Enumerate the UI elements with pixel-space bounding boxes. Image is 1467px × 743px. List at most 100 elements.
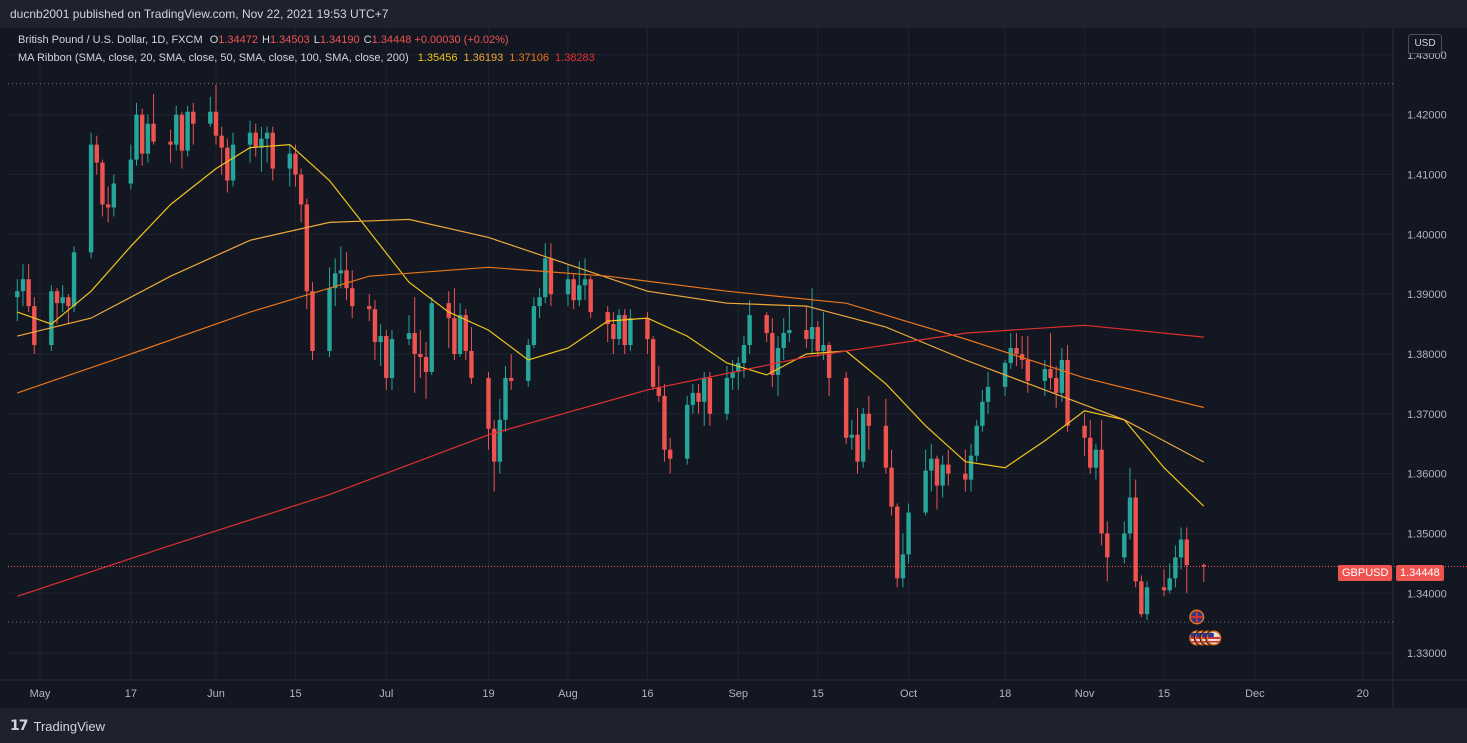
ohlc-label: O (209, 34, 219, 46)
candle-body-up (378, 336, 383, 343)
candle-body-down (384, 336, 389, 378)
candle-body-up (503, 377, 508, 420)
candle-body-up (543, 258, 548, 298)
candle-body-up (497, 419, 503, 462)
candle-body-up (389, 339, 395, 378)
candle-body-down (66, 297, 71, 307)
candle-body-down (372, 309, 378, 343)
candle-body-down (889, 467, 894, 507)
candle-body-up (1059, 359, 1065, 393)
brand-text: TradingView (33, 718, 106, 734)
candle-body-down (452, 318, 457, 354)
candle-body-down (667, 449, 673, 459)
time-axis-label: 17 (125, 688, 137, 700)
candle-body-up (333, 273, 338, 289)
candle-body-up (71, 252, 77, 307)
ma-value: 1.38283 (555, 52, 595, 64)
candle-body-up (736, 362, 741, 372)
candle-body-down (423, 356, 429, 372)
candle-body-up (406, 333, 412, 340)
flag-canton (1202, 633, 1209, 637)
time-axis-label: Nov (1075, 688, 1095, 700)
candle-body-up (531, 306, 537, 346)
price-axis-label: 1.36000 (1407, 469, 1447, 481)
candle-body-up (1093, 449, 1099, 468)
candle-body-up (616, 315, 622, 340)
candle-body-down (1105, 533, 1110, 558)
time-axis-label: 16 (641, 688, 653, 700)
candle-body-up (174, 114, 179, 145)
candle-body-up (15, 291, 20, 298)
candle-body-down (895, 506, 900, 579)
candle-body-down (855, 434, 860, 462)
time-axis-label: 15 (1158, 688, 1170, 700)
candle-body-down (946, 464, 951, 474)
candle-body-down (304, 204, 310, 292)
candle-body-down (1161, 587, 1167, 591)
candle-body-down (843, 377, 849, 438)
candle-body-down (770, 333, 775, 375)
candle-body-up (327, 288, 332, 352)
candle-body-down (253, 132, 258, 148)
candle-body-down (491, 428, 497, 462)
moving-average-line (17, 266, 1204, 409)
flag-canton (1190, 633, 1197, 637)
indicator-name: MA Ribbon (SMA, close, 20, SMA, close, 5… (18, 52, 409, 64)
candle-body-up (264, 132, 270, 139)
candle-body-down (298, 174, 304, 205)
time-axis-label: Jul (379, 688, 393, 700)
price-chart[interactable]: 1.33000 1.34000 1.35000 1.36000 1.37000 1.380… (0, 28, 1467, 708)
currency-button[interactable]: USD (1408, 34, 1442, 54)
candle-body-up (690, 392, 696, 405)
candle-body-up (730, 371, 735, 378)
indicator-legend: MA Ribbon (SMA, close, 20, SMA, close, 5… (18, 52, 595, 64)
candle-body-up (457, 315, 463, 354)
candle-body-up (860, 413, 866, 462)
price-axis-label: 1.37000 (1407, 409, 1447, 421)
candle-body-down (866, 413, 872, 426)
candle-body-down (1025, 359, 1030, 381)
candle-body-up (968, 455, 974, 480)
candle-body-down (26, 279, 31, 307)
price-axis-label: 1.39000 (1407, 289, 1447, 301)
time-axis-label: 20 (1357, 688, 1369, 700)
candle-body-up (537, 297, 542, 307)
candle-body-down (588, 279, 593, 313)
candle-body-up (1178, 539, 1184, 558)
time-axis-label: 19 (482, 688, 494, 700)
candle-body-down (469, 351, 474, 378)
candle-body-down (105, 204, 111, 208)
candle-body-up (185, 111, 190, 151)
candle-body-down (1053, 377, 1059, 393)
moving-average-line (17, 324, 1204, 597)
tradingview-logo[interactable]: 17 TradingView (10, 718, 105, 734)
candle-body-down (508, 377, 514, 381)
candle-body-down (605, 312, 610, 325)
ohlc-value: 1.34503 (269, 34, 310, 46)
candle-body-up (684, 404, 690, 459)
candle-body-down (815, 327, 820, 352)
candle-body-down (367, 306, 372, 310)
candle-body-up (338, 270, 344, 274)
candle-body-down (707, 377, 713, 414)
candle-body-up (724, 377, 730, 414)
candle-body-up (923, 470, 928, 513)
moving-average-line (17, 218, 1205, 463)
candle-body-down (650, 339, 656, 387)
candle-body-up (128, 159, 134, 184)
candle-body-down (1184, 539, 1189, 566)
candle-body-up (111, 183, 117, 208)
candle-body-up (809, 327, 815, 340)
time-axis-label: 15 (812, 688, 824, 700)
candle-body-down (1201, 565, 1206, 567)
candle-body-up (940, 464, 945, 486)
candle-body-up (628, 318, 633, 346)
candle-body-down (696, 392, 701, 402)
candle-body-up (208, 111, 213, 124)
candle-body-up (702, 377, 707, 402)
candle-body-up (900, 554, 906, 579)
flag-stripe (1207, 637, 1220, 639)
candle-body-down (32, 306, 37, 346)
candle-body-down (418, 354, 423, 357)
ma-value: 1.37106 (509, 52, 550, 64)
